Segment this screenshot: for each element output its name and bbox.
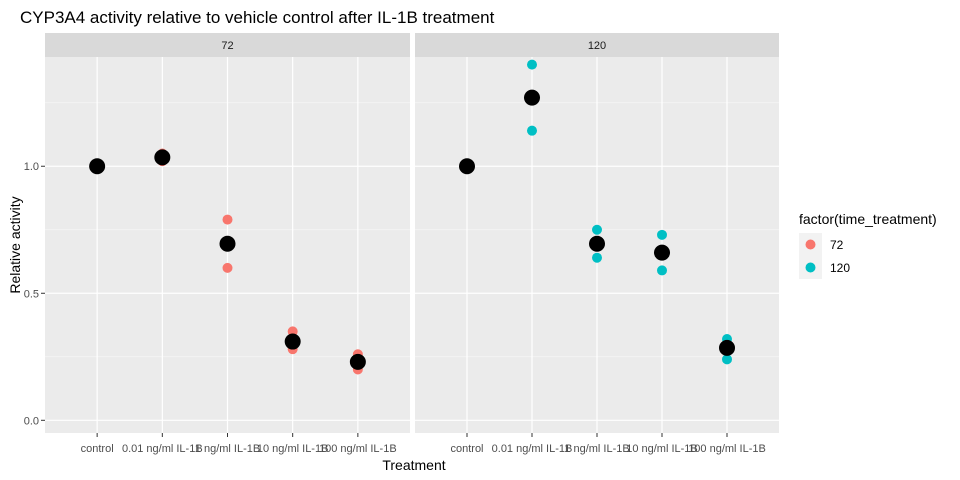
x-tick-label: 10 ng/ml IL-1B [626, 443, 698, 455]
x-tick-label: 0.01 ng/ml IL-1B [492, 443, 573, 455]
mean-point [524, 89, 540, 106]
legend-key-120 [805, 262, 816, 273]
mean-point [284, 333, 301, 350]
x-tick-label: 0.01 ng/ml IL-1B [122, 443, 203, 455]
legend: factor(time_treatment) 72 120 [799, 211, 937, 279]
data-point [657, 229, 667, 240]
mean-point [349, 353, 366, 370]
x-tick-label: 10 ng/ml IL-1B [257, 443, 329, 455]
data-point [722, 354, 732, 365]
legend-key-72 [805, 239, 816, 250]
data-point [592, 252, 602, 263]
facet-strip-label: 120 [588, 40, 606, 52]
y-tick-label: 1.0 [24, 161, 39, 173]
x-tick-label: 1 ng/ml IL-1B [564, 443, 629, 455]
data-point [657, 265, 667, 276]
facet-strip [45, 33, 410, 57]
mean-point [89, 158, 106, 175]
x-tick-label: control [81, 443, 114, 455]
y-tick-label: 0.0 [24, 415, 39, 427]
mean-point [719, 339, 735, 356]
legend-label-120: 120 [830, 261, 850, 275]
x-tick-label: control [450, 443, 483, 455]
x-tick-label: 1 ng/ml IL-1B [195, 443, 260, 455]
legend-label-72: 72 [830, 238, 844, 252]
mean-point [219, 235, 236, 252]
x-axis-title: Treatment [382, 457, 445, 473]
mean-point [654, 244, 670, 261]
x-tick-label: 100 ng/ml IL-1B [319, 443, 397, 455]
mean-point [459, 158, 475, 175]
data-point [222, 214, 233, 225]
data-point [592, 224, 602, 235]
chart-title: CYP3A4 activity relative to vehicle cont… [20, 8, 495, 27]
data-point [287, 326, 298, 337]
data-point [222, 262, 233, 273]
facet-strip-label: 72 [221, 40, 233, 52]
y-tick-label: 0.5 [24, 288, 39, 300]
x-tick-label: 100 ng/ml IL-1B [688, 443, 766, 455]
facet-strip [415, 33, 779, 57]
data-point [527, 59, 537, 70]
mean-point [154, 149, 171, 166]
y-axis: 0.0 0.5 1.0 [24, 161, 45, 427]
mean-point [589, 235, 605, 252]
legend-title: factor(time_treatment) [799, 211, 937, 227]
y-axis-title: Relative activity [7, 196, 23, 293]
data-point [527, 125, 537, 136]
